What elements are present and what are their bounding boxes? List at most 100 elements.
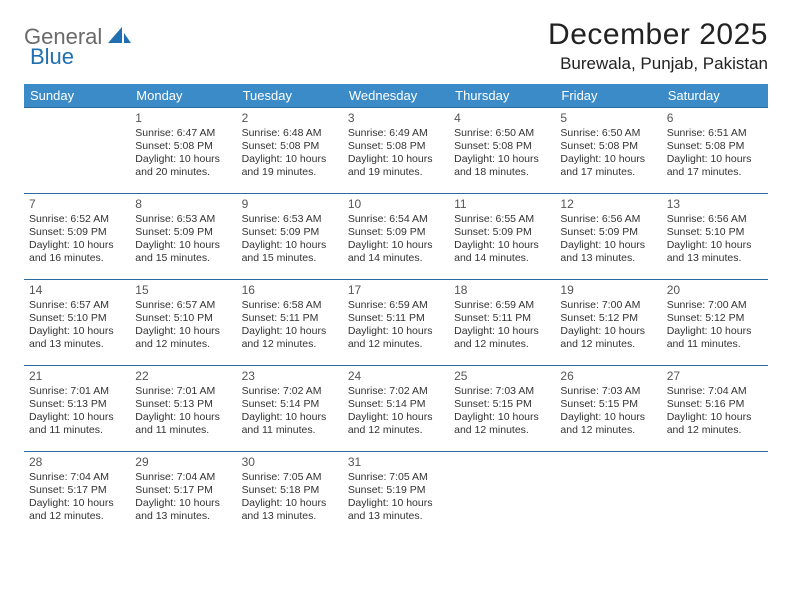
sunset-text: Sunset: 5:11 PM [454, 312, 550, 325]
day-header: Wednesday [343, 84, 449, 108]
sunrise-text: Sunrise: 6:59 AM [454, 299, 550, 312]
day-number: 15 [135, 283, 231, 298]
sunrise-text: Sunrise: 7:01 AM [29, 385, 125, 398]
calendar-cell: 17Sunrise: 6:59 AMSunset: 5:11 PMDayligh… [343, 280, 449, 366]
sunset-text: Sunset: 5:08 PM [454, 140, 550, 153]
calendar-cell: 19Sunrise: 7:00 AMSunset: 5:12 PMDayligh… [555, 280, 661, 366]
sunrise-text: Sunrise: 6:50 AM [454, 127, 550, 140]
sunset-text: Sunset: 5:13 PM [29, 398, 125, 411]
daylight-text: Daylight: 10 hours and 18 minutes. [454, 153, 550, 179]
calendar-cell-empty [662, 452, 768, 538]
day-number: 12 [560, 197, 656, 212]
calendar-row: 21Sunrise: 7:01 AMSunset: 5:13 PMDayligh… [24, 366, 768, 452]
daylight-text: Daylight: 10 hours and 12 minutes. [454, 411, 550, 437]
calendar-body: 1Sunrise: 6:47 AMSunset: 5:08 PMDaylight… [24, 108, 768, 538]
sunset-text: Sunset: 5:11 PM [348, 312, 444, 325]
location-text: Burewala, Punjab, Pakistan [548, 54, 768, 74]
sunset-text: Sunset: 5:10 PM [135, 312, 231, 325]
calendar-cell: 10Sunrise: 6:54 AMSunset: 5:09 PMDayligh… [343, 194, 449, 280]
day-number: 17 [348, 283, 444, 298]
daylight-text: Daylight: 10 hours and 13 minutes. [667, 239, 763, 265]
daylight-text: Daylight: 10 hours and 12 minutes. [348, 411, 444, 437]
daylight-text: Daylight: 10 hours and 12 minutes. [454, 325, 550, 351]
calendar-cell: 13Sunrise: 6:56 AMSunset: 5:10 PMDayligh… [662, 194, 768, 280]
day-number: 28 [29, 455, 125, 470]
sunrise-text: Sunrise: 6:58 AM [242, 299, 338, 312]
calendar-cell: 31Sunrise: 7:05 AMSunset: 5:19 PMDayligh… [343, 452, 449, 538]
calendar-cell: 4Sunrise: 6:50 AMSunset: 5:08 PMDaylight… [449, 108, 555, 194]
day-number: 27 [667, 369, 763, 384]
daylight-text: Daylight: 10 hours and 12 minutes. [29, 497, 125, 523]
sunrise-text: Sunrise: 7:00 AM [667, 299, 763, 312]
daylight-text: Daylight: 10 hours and 20 minutes. [135, 153, 231, 179]
day-number: 5 [560, 111, 656, 126]
day-number: 2 [242, 111, 338, 126]
sunrise-text: Sunrise: 7:04 AM [667, 385, 763, 398]
calendar-cell: 6Sunrise: 6:51 AMSunset: 5:08 PMDaylight… [662, 108, 768, 194]
calendar-cell: 18Sunrise: 6:59 AMSunset: 5:11 PMDayligh… [449, 280, 555, 366]
sunrise-text: Sunrise: 6:47 AM [135, 127, 231, 140]
day-number: 7 [29, 197, 125, 212]
calendar-cell: 14Sunrise: 6:57 AMSunset: 5:10 PMDayligh… [24, 280, 130, 366]
daylight-text: Daylight: 10 hours and 12 minutes. [560, 411, 656, 437]
calendar-cell: 15Sunrise: 6:57 AMSunset: 5:10 PMDayligh… [130, 280, 236, 366]
sunrise-text: Sunrise: 6:51 AM [667, 127, 763, 140]
day-number: 9 [242, 197, 338, 212]
calendar-cell: 9Sunrise: 6:53 AMSunset: 5:09 PMDaylight… [237, 194, 343, 280]
sunset-text: Sunset: 5:10 PM [29, 312, 125, 325]
daylight-text: Daylight: 10 hours and 13 minutes. [29, 325, 125, 351]
day-number: 26 [560, 369, 656, 384]
day-number: 10 [348, 197, 444, 212]
calendar-cell: 27Sunrise: 7:04 AMSunset: 5:16 PMDayligh… [662, 366, 768, 452]
sunrise-text: Sunrise: 7:05 AM [242, 471, 338, 484]
calendar-cell: 16Sunrise: 6:58 AMSunset: 5:11 PMDayligh… [237, 280, 343, 366]
sunset-text: Sunset: 5:09 PM [454, 226, 550, 239]
calendar-cell: 20Sunrise: 7:00 AMSunset: 5:12 PMDayligh… [662, 280, 768, 366]
daylight-text: Daylight: 10 hours and 15 minutes. [242, 239, 338, 265]
day-number: 22 [135, 369, 231, 384]
day-number: 1 [135, 111, 231, 126]
daylight-text: Daylight: 10 hours and 12 minutes. [242, 325, 338, 351]
sunset-text: Sunset: 5:08 PM [348, 140, 444, 153]
calendar-cell: 25Sunrise: 7:03 AMSunset: 5:15 PMDayligh… [449, 366, 555, 452]
brand-sail-icon [106, 25, 132, 50]
sunset-text: Sunset: 5:15 PM [560, 398, 656, 411]
sunset-text: Sunset: 5:08 PM [135, 140, 231, 153]
day-number: 18 [454, 283, 550, 298]
header: General December 2025 Burewala, Punjab, … [24, 18, 768, 74]
sunset-text: Sunset: 5:19 PM [348, 484, 444, 497]
sunrise-text: Sunrise: 6:55 AM [454, 213, 550, 226]
sunrise-text: Sunrise: 7:03 AM [560, 385, 656, 398]
day-number: 3 [348, 111, 444, 126]
calendar-cell: 3Sunrise: 6:49 AMSunset: 5:08 PMDaylight… [343, 108, 449, 194]
calendar-cell: 8Sunrise: 6:53 AMSunset: 5:09 PMDaylight… [130, 194, 236, 280]
day-number: 4 [454, 111, 550, 126]
brand-blue-wrap: Blue [32, 44, 74, 70]
daylight-text: Daylight: 10 hours and 15 minutes. [135, 239, 231, 265]
sunrise-text: Sunrise: 6:57 AM [29, 299, 125, 312]
day-number: 16 [242, 283, 338, 298]
sunset-text: Sunset: 5:17 PM [29, 484, 125, 497]
daylight-text: Daylight: 10 hours and 13 minutes. [242, 497, 338, 523]
day-header: Saturday [662, 84, 768, 108]
sunset-text: Sunset: 5:17 PM [135, 484, 231, 497]
title-block: December 2025 Burewala, Punjab, Pakistan [548, 18, 768, 74]
daylight-text: Daylight: 10 hours and 11 minutes. [135, 411, 231, 437]
calendar-cell: 12Sunrise: 6:56 AMSunset: 5:09 PMDayligh… [555, 194, 661, 280]
daylight-text: Daylight: 10 hours and 12 minutes. [560, 325, 656, 351]
calendar-cell: 11Sunrise: 6:55 AMSunset: 5:09 PMDayligh… [449, 194, 555, 280]
calendar-cell: 30Sunrise: 7:05 AMSunset: 5:18 PMDayligh… [237, 452, 343, 538]
day-number: 30 [242, 455, 338, 470]
sunset-text: Sunset: 5:09 PM [348, 226, 444, 239]
daylight-text: Daylight: 10 hours and 13 minutes. [560, 239, 656, 265]
sunrise-text: Sunrise: 6:53 AM [242, 213, 338, 226]
sunset-text: Sunset: 5:09 PM [560, 226, 656, 239]
daylight-text: Daylight: 10 hours and 14 minutes. [454, 239, 550, 265]
day-header: Tuesday [237, 84, 343, 108]
sunset-text: Sunset: 5:12 PM [560, 312, 656, 325]
calendar-row: 28Sunrise: 7:04 AMSunset: 5:17 PMDayligh… [24, 452, 768, 538]
day-number: 14 [29, 283, 125, 298]
sunset-text: Sunset: 5:11 PM [242, 312, 338, 325]
sunrise-text: Sunrise: 6:56 AM [560, 213, 656, 226]
day-header: Monday [130, 84, 236, 108]
